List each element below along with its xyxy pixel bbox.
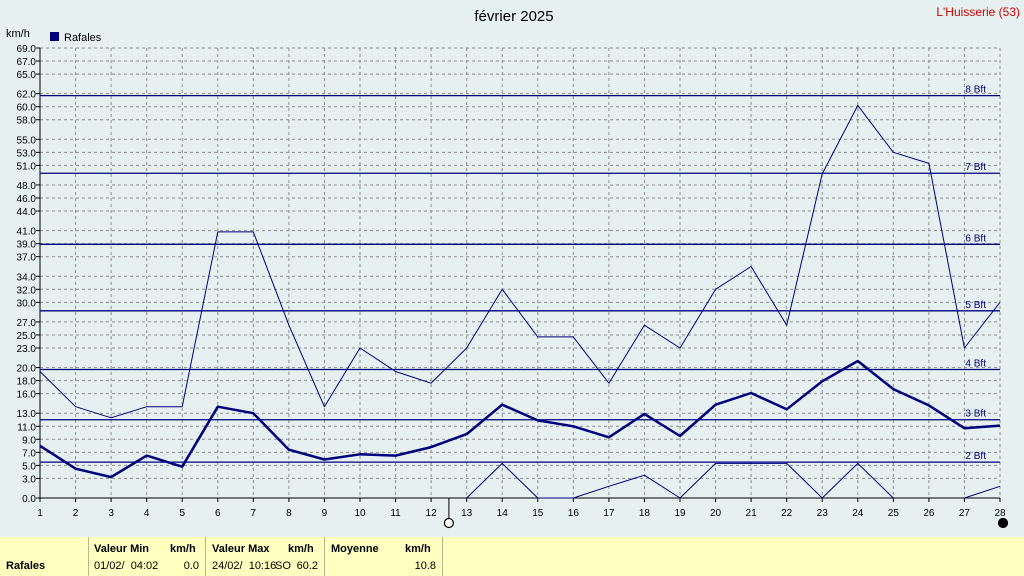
y-tick-label: 44.0	[17, 207, 37, 218]
x-tick-label: 19	[674, 508, 686, 519]
station-name: L'Huisserie (53)	[936, 5, 1020, 19]
y-tick-label: 27.0	[17, 318, 37, 329]
x-tick-label: 9	[322, 508, 328, 519]
footer-stats: Rafales Valeur Min km/h 01/02/ 04:02 0.0…	[0, 537, 1024, 576]
min-date: 01/02/ 04:02	[94, 560, 159, 572]
y-tick-label: 55.0	[17, 135, 37, 146]
x-tick-label: 13	[461, 508, 473, 519]
y-tick-label: 5.0	[22, 461, 36, 472]
max-wind-sector: SO	[275, 560, 291, 572]
x-tick-label: 15	[532, 508, 544, 519]
x-tick-label: 24	[852, 508, 864, 519]
y-tick-label: 18.0	[17, 377, 37, 388]
max-value: 60.2	[296, 560, 318, 572]
beaufort-label: 4 Bft	[965, 359, 986, 370]
y-tick-label: 16.0	[17, 390, 37, 401]
y-axis-unit: km/h	[6, 28, 30, 40]
min-header: Valeur Min	[94, 543, 150, 555]
avg-stat-cell: Moyenne km/h 10.8	[324, 537, 443, 576]
y-tick-label: 37.0	[17, 253, 37, 264]
y-tick-label: 9.0	[22, 435, 36, 446]
y-tick-label: 62.0	[17, 90, 37, 101]
x-tick-label: 5	[179, 508, 185, 519]
x-tick-label: 20	[710, 508, 722, 519]
y-tick-label: 67.0	[17, 57, 37, 68]
chart-area: février 2025 L'Huisserie (53) km/h Rafal…	[6, 5, 1020, 529]
y-tick-label: 60.0	[17, 103, 37, 114]
y-tick-label: 34.0	[17, 272, 37, 283]
series-line-min	[466, 462, 894, 499]
footer-row-label: Rafales	[6, 560, 46, 572]
x-tick-label: 4	[144, 508, 150, 519]
y-tick-label: 41.0	[17, 227, 37, 238]
beaufort-label: 3 Bft	[965, 409, 986, 420]
max-header: Valeur Max	[212, 543, 270, 555]
plot-layer: 0.0 3.0 5.0 7.0 9.0 11.0 13.0 16.0 18.0 20.0 23.0 2…	[17, 44, 1009, 529]
beaufort-label: 2 Bft	[965, 451, 986, 462]
beaufort-label: 5 Bft	[965, 300, 986, 311]
avg-unit: km/h	[405, 543, 431, 555]
y-tick-label: 51.0	[17, 161, 37, 172]
x-tick-label: 11	[390, 508, 401, 519]
y-tick-label: 32.0	[17, 285, 37, 296]
series-line-max	[39, 104, 1001, 419]
x-tick-label: 3	[108, 508, 114, 519]
x-tick-label: 26	[923, 508, 935, 519]
x-tick-label: 8	[286, 508, 292, 519]
new-moon-icon	[443, 517, 454, 529]
full-moon-icon	[997, 517, 1009, 529]
y-tick-label: 69.0	[17, 44, 37, 55]
max-date: 24/02/ 10:16	[212, 560, 277, 572]
legend-label: Rafales	[64, 32, 102, 44]
y-tick-label: 7.0	[22, 448, 36, 459]
x-tick-label: 10	[354, 508, 366, 519]
y-tick-label: 53.0	[17, 148, 37, 159]
y-tick-label: 48.0	[17, 181, 37, 192]
x-tick-label: 2	[73, 508, 79, 519]
x-tick-label: 18	[639, 508, 651, 519]
y-tick-label: 0.0	[22, 494, 36, 505]
y-tick-label: 65.0	[17, 70, 37, 81]
x-tick-label: 23	[817, 508, 829, 519]
x-tick-label: 6	[215, 508, 221, 519]
y-tick-label: 46.0	[17, 194, 37, 205]
x-tick-label: 25	[888, 508, 900, 519]
series-line-average	[39, 359, 1001, 479]
beaufort-label: 8 Bft	[965, 85, 986, 96]
plot-background	[40, 48, 1000, 498]
y-tick-label: 3.0	[22, 474, 36, 485]
max-unit: km/h	[288, 543, 314, 555]
x-tick-label: 16	[568, 508, 580, 519]
x-tick-label: 12	[426, 508, 438, 519]
x-tick-label: 1	[37, 508, 43, 519]
x-tick-label: 14	[497, 508, 509, 519]
x-tick-label: 17	[603, 508, 615, 519]
min-value: 0.0	[183, 560, 199, 572]
min-unit: km/h	[170, 543, 196, 555]
min-stat-cell: Valeur Min km/h 01/02/ 04:02 0.0	[88, 537, 205, 576]
y-tick-label: 30.0	[17, 298, 37, 309]
x-tick-label: 22	[781, 508, 793, 519]
y-tick-label: 11.0	[17, 422, 36, 433]
max-stat-cell: Valeur Max km/h 24/02/ 10:16 SO 60.2	[205, 537, 324, 576]
x-tick-label: 27	[959, 508, 971, 519]
avg-header: Moyenne	[331, 543, 379, 555]
x-tick-label: 28	[994, 508, 1006, 519]
y-tick-label: 13.0	[17, 409, 37, 420]
y-tick-label: 39.0	[17, 240, 37, 251]
chart-title: février 2025	[474, 8, 553, 25]
y-tick-label: 25.0	[17, 331, 37, 342]
avg-value: 10.8	[414, 560, 436, 572]
x-tick-label: 21	[746, 508, 758, 519]
x-tick-label: 7	[251, 508, 257, 519]
series-line-min	[964, 485, 1001, 499]
y-tick-label: 20.0	[17, 364, 37, 375]
beaufort-label: 6 Bft	[965, 233, 986, 244]
legend-swatch	[50, 32, 59, 41]
y-tick-label: 23.0	[17, 344, 37, 355]
y-tick-label: 58.0	[17, 116, 37, 127]
beaufort-label: 7 Bft	[965, 162, 986, 173]
